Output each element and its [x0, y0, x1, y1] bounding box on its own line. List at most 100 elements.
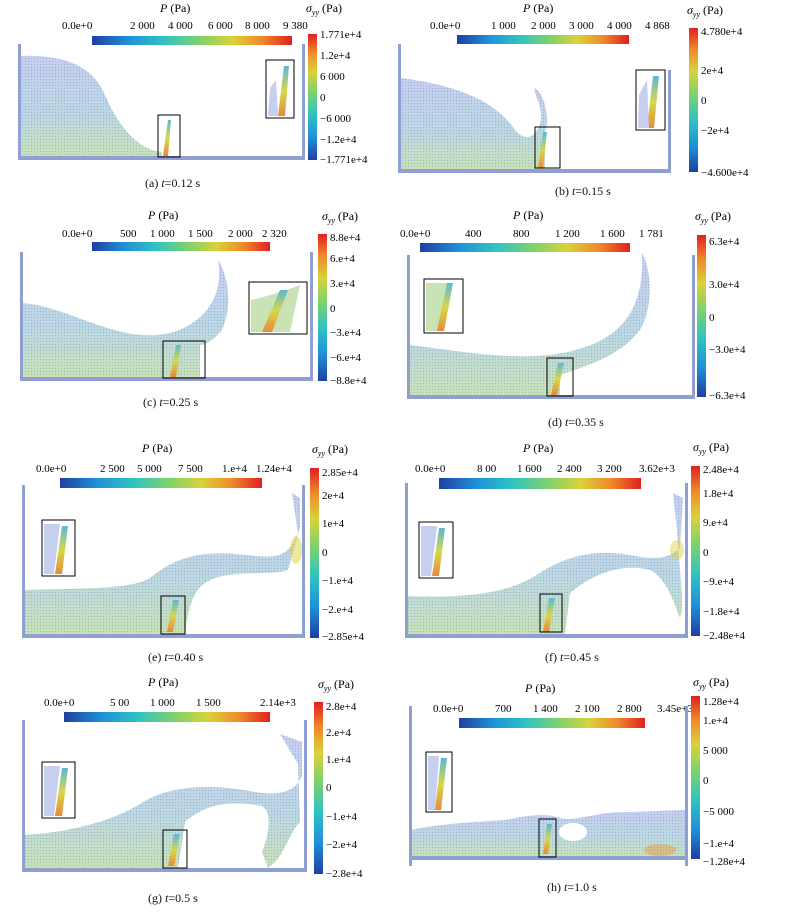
pressure-tick: 8 00 — [477, 463, 497, 475]
stress-tick: 2.85e+4 — [322, 467, 358, 479]
stress-tick: 5 000 — [703, 745, 728, 757]
plate-region-box — [539, 593, 563, 633]
pressure-ticks: 0.0e+0 2 000 4 000 6 000 8 000 9 380 — [62, 20, 308, 32]
stress-title: σyy (Pa) — [687, 3, 723, 19]
pressure-ticks: 0.0e+0 400 800 1 200 1 600 1 781 — [400, 228, 664, 240]
inset-water — [638, 80, 649, 128]
inset-water — [428, 756, 439, 810]
stress-title: σyy (Pa) — [322, 209, 358, 225]
plate-region-box — [157, 114, 181, 158]
pressure-tick: 1 500 — [196, 697, 221, 709]
stress-colorbar — [691, 696, 700, 859]
stress-title: σyy (Pa) — [318, 677, 354, 693]
panel-c: P (Pa) 0.0e+0 500 1 000 1 500 2 000 2 32… — [0, 205, 395, 433]
tank-right-wall — [304, 720, 307, 870]
pressure-tick: 3.45e+3 — [657, 703, 693, 715]
inset-water — [44, 524, 60, 574]
pressure-colorbar — [92, 36, 292, 45]
tank-floor — [409, 856, 688, 860]
stress-tick: 0 — [703, 547, 709, 559]
pressure-ticks: 0.0e+0 500 1 000 1 500 2 000 2 320 — [62, 228, 287, 240]
tank-left-wall — [405, 483, 408, 638]
pressure-tick: 1.24e+4 — [256, 463, 292, 475]
stress-tick: −2.e+4 — [326, 839, 358, 851]
pressure-tick: 1 781 — [639, 228, 664, 240]
elastic-plate — [543, 598, 555, 632]
particles — [23, 260, 229, 377]
panel-a: P (Pa) 0.0e+0 2 000 4 000 6 000 8 000 9 … — [0, 0, 395, 228]
pressure-tick: 0.0e+0 — [400, 228, 431, 240]
tank-floor — [22, 634, 305, 638]
tank-floor — [405, 634, 688, 638]
panel-h-figure: P (Pa) 0.0e+0 700 1 400 2 100 2 800 3.45… — [409, 675, 746, 868]
stress-tick: 0 — [320, 92, 326, 104]
pressure-tick: 3.62e+3 — [639, 463, 675, 475]
stress-tick: −5 000 — [703, 806, 734, 818]
caption-g: (g) t=0.5 s — [148, 891, 198, 905]
pressure-title: P (Pa) — [147, 675, 178, 689]
tank-left-wall — [18, 44, 21, 159]
stress-ticks: 1.771e+4 1.2e+4 6 000 0 −6 000 −1.2e+4 −… — [320, 29, 368, 166]
stress-ticks: 1.28e+4 1.e+4 5 000 0 −5 000 −1.e+4 −1.2… — [703, 696, 746, 868]
pressure-ticks: 0.0e+0 5 00 1 000 1 500 2.14e+3 — [44, 697, 296, 709]
plate-region-box — [160, 595, 186, 635]
caption-d: (d) t=0.35 s — [548, 415, 604, 429]
inset-plate — [278, 66, 289, 116]
elastic-plate — [163, 120, 171, 156]
particles — [25, 734, 302, 868]
stress-tick: −3.e+4 — [330, 327, 362, 339]
stress-tick: −1.8e+4 — [703, 606, 740, 618]
tank-right-wall — [685, 483, 688, 638]
pressure-tick: 2 500 — [100, 463, 125, 475]
stress-tick: 4.780e+4 — [701, 26, 743, 38]
pressure-colorbar — [420, 243, 630, 252]
tank-floor — [20, 377, 313, 381]
stress-tick: 2e+4 — [322, 490, 345, 502]
stress-colorbar — [310, 468, 319, 638]
caption-f: (f) t=0.45 s — [545, 650, 599, 664]
pressure-tick: 800 — [513, 228, 530, 240]
tank-left-wall — [409, 706, 412, 866]
panel-f: P (Pa) 0.0e+0 8 00 1 600 2 400 3 200 3.6… — [395, 438, 790, 666]
stress-ticks: 8.8e+4 6.e+4 3.e+4 0 −3.e+4 −6.e+4 −8.8e… — [330, 232, 367, 387]
pressure-tick: 1 000 — [150, 228, 175, 240]
stress-tick: 0 — [709, 312, 715, 324]
tank-left-wall — [398, 44, 401, 172]
stress-tick: 1.e+4 — [703, 715, 728, 727]
stress-tick: 0 — [322, 547, 328, 559]
pressure-tick: 0.0e+0 — [415, 463, 446, 475]
pressure-tick: 0.0e+0 — [430, 20, 461, 32]
tank-floor — [398, 169, 671, 173]
pressure-ticks: 0.0e+0 700 1 400 2 100 2 800 3.45e+3 — [433, 703, 693, 715]
pressure-tick: 500 — [120, 228, 137, 240]
pressure-ticks: 0.0e+0 1 000 2 000 3 000 4 000 4 868 — [430, 20, 670, 32]
pressure-tick: 2 320 — [262, 228, 287, 240]
pressure-tick: 9 380 — [283, 20, 308, 32]
pressure-tick: 1 000 — [150, 697, 175, 709]
inset-plate — [647, 76, 659, 128]
pressure-tick: 0.0e+0 — [433, 703, 464, 715]
panel-e: P (Pa) 0.0e+0 2 500 5 000 7 500 1.e+4 1.… — [0, 438, 395, 666]
tank-right-wall — [668, 70, 671, 172]
panel-g: P (Pa) 0.0e+0 5 00 1 000 1 500 2.14e+3 σ… — [0, 672, 395, 905]
inset-water — [421, 526, 437, 576]
pressure-hotspot — [644, 844, 676, 856]
pressure-title: P (Pa) — [512, 208, 543, 222]
stress-tick: −6.e+4 — [330, 352, 362, 364]
pressure-title: P (Pa) — [141, 441, 172, 455]
pressure-colorbar — [459, 718, 645, 728]
stress-colorbar — [314, 702, 323, 874]
stress-tick: 1.e+4 — [326, 754, 351, 766]
stress-tick: 9.e+4 — [703, 517, 728, 529]
tank-right-wall — [302, 485, 305, 638]
stress-tick: −9.e+4 — [703, 576, 735, 588]
stress-ticks: 6.3e+4 3.0e+4 0 −3.0e+4 −6.3e+4 — [709, 236, 746, 402]
stress-tick: −2.e+4 — [322, 604, 354, 616]
panel-h: P (Pa) 0.0e+0 700 1 400 2 100 2 800 3.45… — [395, 672, 790, 900]
stress-tick: 2.e+4 — [326, 727, 351, 739]
stress-tick: −2.85e+4 — [322, 631, 365, 643]
stress-colorbar — [689, 28, 698, 172]
pressure-colorbar — [439, 478, 641, 489]
impact-zone — [290, 536, 302, 564]
panel-c-figure: P (Pa) 0.0e+0 500 1 000 1 500 2 000 2 32… — [20, 208, 367, 387]
